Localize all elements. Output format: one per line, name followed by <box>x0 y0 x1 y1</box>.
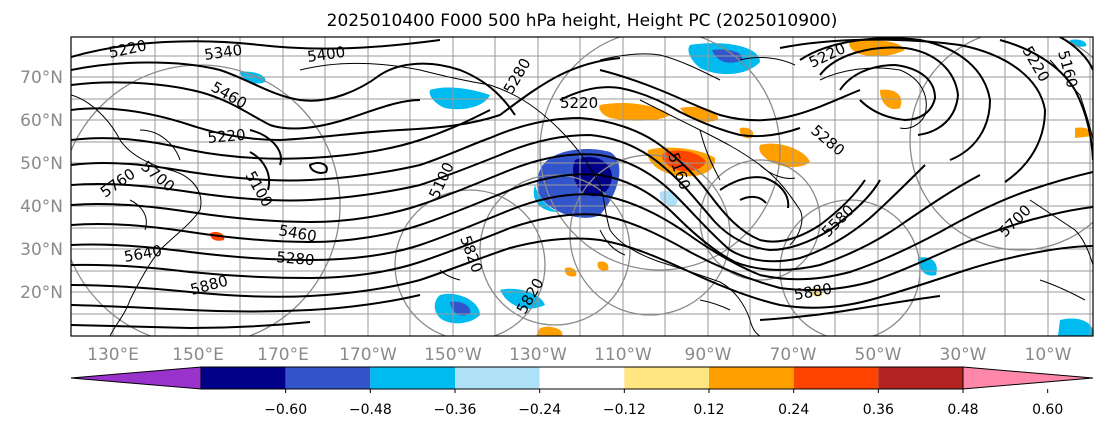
x-tick-label: 150°E <box>172 345 224 365</box>
colorbar-swatch <box>539 367 625 389</box>
colorbar-swatch <box>285 367 371 389</box>
x-tick-label: 70°W <box>770 345 817 365</box>
colorbar: −0.60 −0.48 −0.36 −0.24 −0.12 0.12 0.24 0.36 0.4… <box>70 366 1094 418</box>
map-panel: 5220 5340 5400 5460 5220 5280 5220 5700 … <box>70 36 1094 337</box>
y-tick-label: 40°N <box>20 197 63 217</box>
x-tick-label: 150°W <box>424 345 482 365</box>
colorbar-swatches <box>70 366 1094 390</box>
anomaly-patch-negative <box>429 87 490 110</box>
contour-label: 5340 <box>203 41 243 64</box>
y-tick-label: 60°N <box>20 111 63 131</box>
anomaly-patch-negative <box>1058 318 1093 336</box>
colorbar-tick-label: 0.60 <box>1032 402 1063 418</box>
y-tick-label: 50°N <box>20 154 63 174</box>
colorbar-tick-label: −0.36 <box>434 402 477 418</box>
anomaly-patch-strong-negative <box>573 156 612 197</box>
colorbar-swatch <box>201 367 286 389</box>
y-tick-label: 20°N <box>20 283 63 303</box>
colorbar-swatch <box>878 367 963 389</box>
anomaly-patch-positive <box>564 267 577 277</box>
x-tick-label: 130°E <box>87 345 139 365</box>
colorbar-tick-label: 0.12 <box>693 402 724 418</box>
colorbar-swatch <box>455 367 540 389</box>
x-tick-label: 130°W <box>509 345 567 365</box>
height-contours <box>71 37 1093 330</box>
colorbar-swatch <box>709 367 794 389</box>
anomaly-patch-strong-negative <box>450 301 471 316</box>
colorbar-frame <box>200 366 964 390</box>
colorbar-tick-label: −0.48 <box>349 402 392 418</box>
y-axis-ticks: 70°N 60°N 50°N 40°N 30°N 20°N <box>20 68 63 303</box>
contour-label: 5220 <box>207 126 247 147</box>
x-axis-ticks: 130°E 150°E 170°E 170°W 150°W 130°W 110°… <box>87 345 1072 365</box>
x-tick-label: 30°W <box>940 345 987 365</box>
anomaly-patch-positive <box>597 261 609 271</box>
contour-label: 5280 <box>276 248 316 269</box>
contour-label: 5400 <box>306 43 346 66</box>
map-frame <box>70 36 1094 337</box>
colorbar-swatch <box>793 367 879 389</box>
x-tick-label: 50°W <box>855 345 902 365</box>
y-tick-label: 30°N <box>20 240 63 260</box>
colorbar-tick-label: 0.36 <box>863 402 894 418</box>
x-tick-label: 170°E <box>257 345 309 365</box>
anomaly-patch-negative <box>533 185 558 212</box>
contour-label: 5220 <box>560 94 598 112</box>
x-tick-label: 10°W <box>1025 345 1072 365</box>
colorbar-tick-label: −0.12 <box>603 402 646 418</box>
colorbar-extend-high <box>962 366 1094 390</box>
colorbar-swatch <box>624 367 709 389</box>
colorbar-tick-label: 0.48 <box>947 402 978 418</box>
y-tick-label: 70°N <box>20 68 63 88</box>
colorbar-tick-label: −0.24 <box>518 402 561 418</box>
colorbar-extend-low <box>70 366 202 390</box>
x-tick-label: 170°W <box>339 345 397 365</box>
x-tick-label: 90°W <box>685 345 732 365</box>
anomaly-patch-positive <box>599 103 670 121</box>
x-tick-label: 110°W <box>594 345 652 365</box>
colorbar-ticks: −0.60 −0.48 −0.36 −0.24 −0.12 0.12 0.24 0.36 0.4… <box>264 389 1063 418</box>
colorbar-tick-label: 0.24 <box>778 402 809 418</box>
colorbar-swatch <box>370 367 455 389</box>
chart-title: 2025010400 F000 500 hPa height, Height P… <box>327 11 838 31</box>
colorbar-tick-label: −0.60 <box>264 402 307 418</box>
anomaly-patch-positive <box>536 326 563 336</box>
